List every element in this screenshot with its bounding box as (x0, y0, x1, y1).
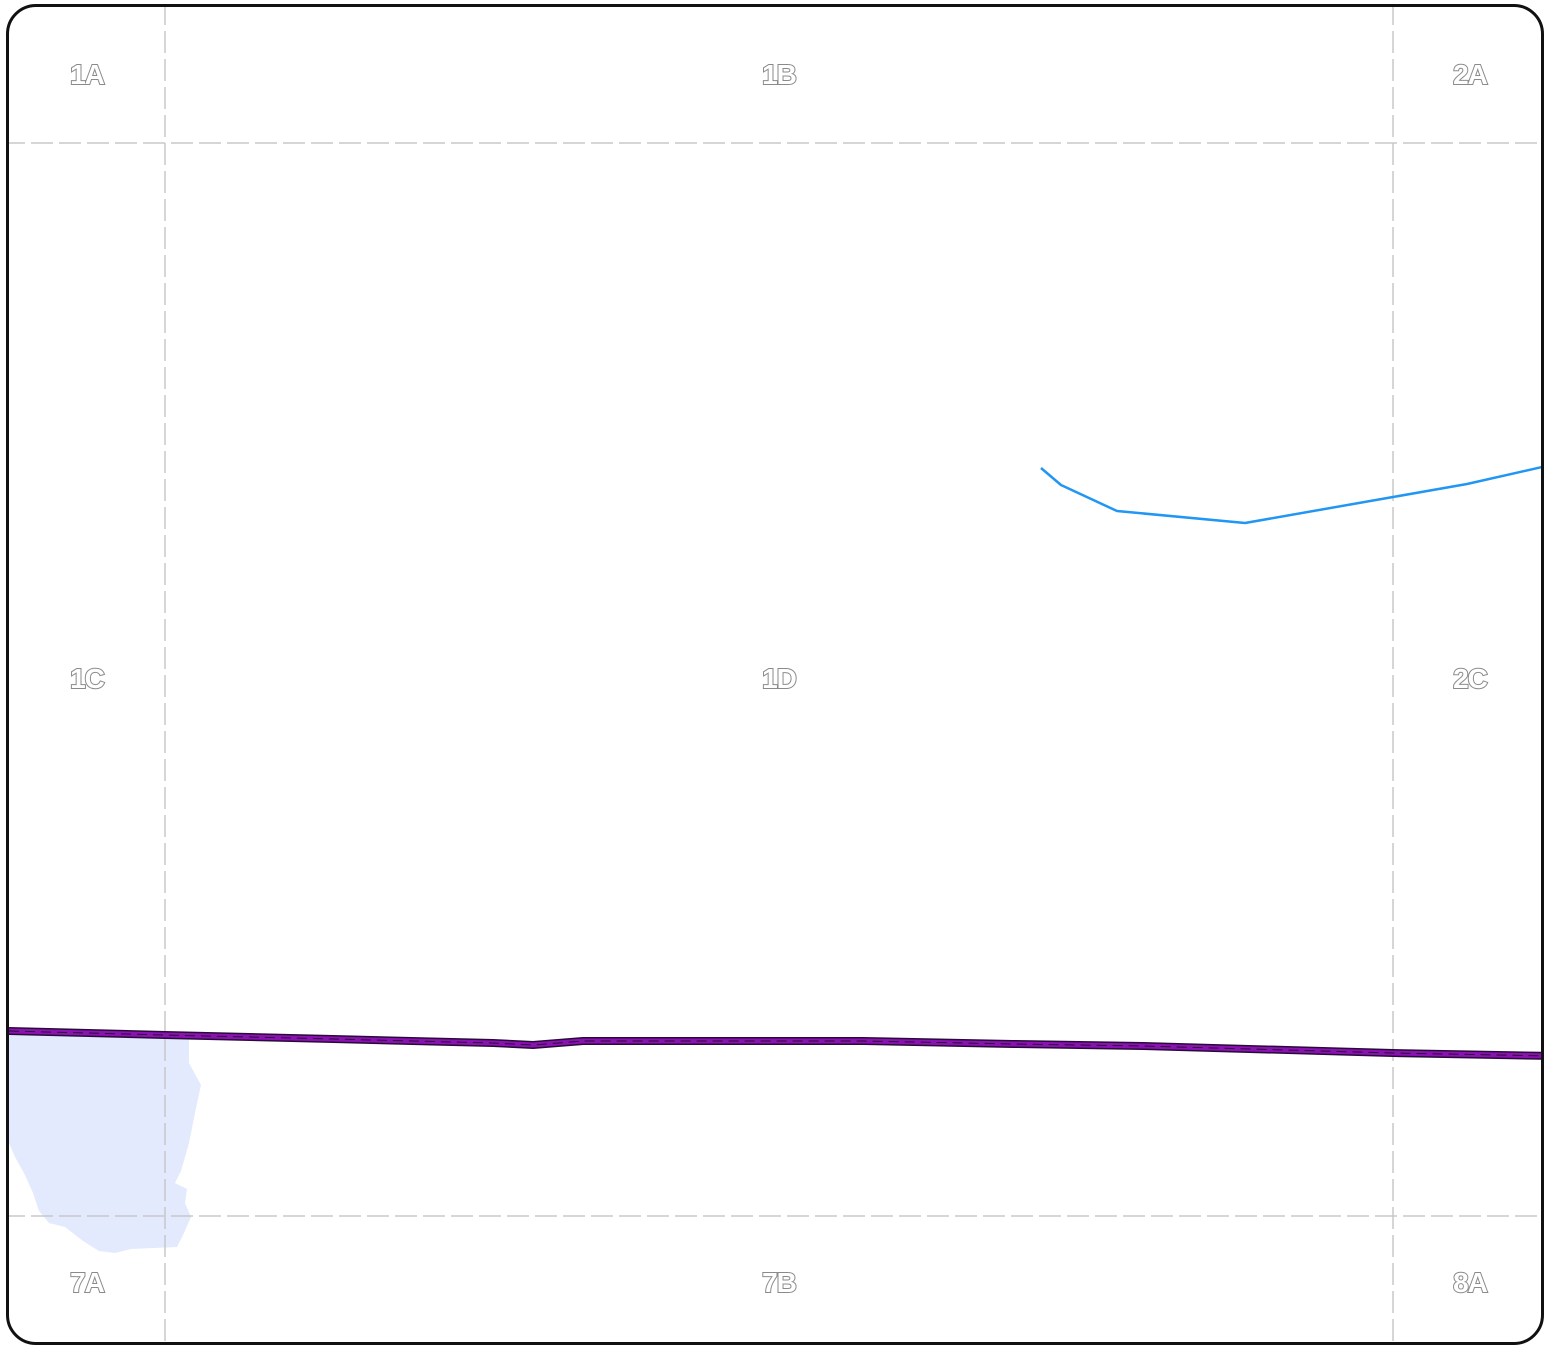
grid-label-1c: 1C (69, 662, 106, 695)
boundary (9, 1027, 1541, 1060)
grid-label-7b: 7B (761, 1266, 798, 1299)
grid-label-1b: 1B (761, 58, 798, 91)
grid-label-1a: 1A (69, 58, 106, 91)
grid-lines (9, 7, 1541, 1342)
boundary-line (9, 1028, 1541, 1059)
grid-label-1d: 1D (761, 662, 798, 695)
grid-label-8a: 8A (1452, 1266, 1489, 1299)
grid-label-2c: 2C (1452, 662, 1489, 695)
water-body (9, 1033, 201, 1253)
grid-label-2a: 2A (1452, 58, 1489, 91)
map-canvas[interactable] (6, 4, 1544, 1345)
map-frame[interactable]: 1A 1B 2A 1C 1D 2C 7A 7B 8A (6, 4, 1544, 1345)
grid-label-7a: 7A (69, 1266, 106, 1299)
boundary-centerline (9, 1030, 1541, 1057)
river (1040, 465, 1541, 525)
